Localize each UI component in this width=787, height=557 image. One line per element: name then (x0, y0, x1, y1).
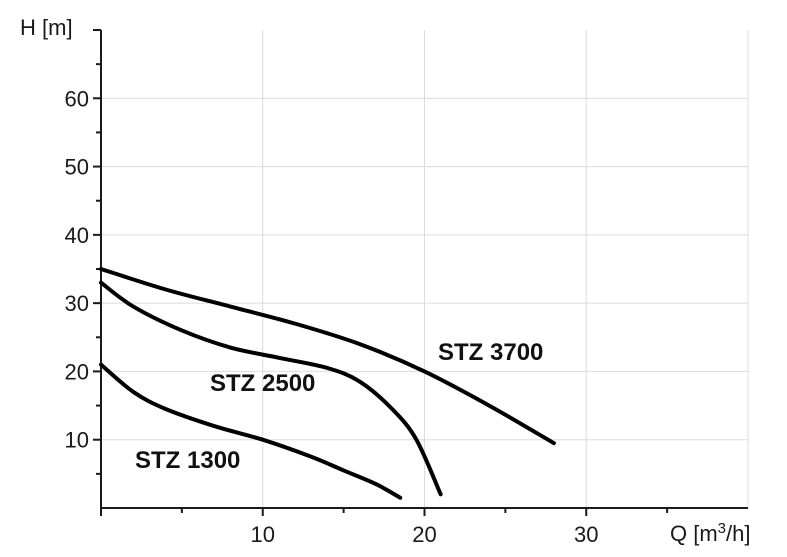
ticks: 10 20 30 40 50 60 10 20 30 (65, 29, 669, 547)
series-line-stz-2500 (99, 280, 443, 497)
x-tick-label: 20 (412, 522, 436, 547)
grid (101, 30, 749, 508)
series-label-stz-1300: STZ 1300 (135, 447, 240, 474)
x-axis-title: Q [m3/h] (670, 520, 750, 546)
series-line-stz-1300 (99, 362, 403, 500)
y-tick-label: 30 (65, 291, 89, 316)
x-tick-label: 30 (574, 522, 598, 547)
series-labels: STZ 3700 STZ 2500 STZ 1300 (135, 339, 543, 474)
y-axis-title: H [m] (20, 15, 73, 40)
y-tick-label: 40 (65, 223, 89, 248)
x-axis-title-superscript: 3 (718, 520, 726, 537)
x-tick-label: 10 (251, 522, 275, 547)
series-line-stz-3700 (99, 267, 556, 446)
y-tick-label: 60 (65, 86, 89, 111)
x-axis-title-tail: /h] (726, 521, 750, 546)
x-axis-title-main: Q [m (670, 521, 718, 546)
y-tick-label: 10 (65, 428, 89, 453)
series-label-stz-2500: STZ 2500 (210, 370, 315, 397)
series-label-stz-3700: STZ 3700 (438, 339, 543, 366)
y-tick-label: 20 (65, 359, 89, 384)
curves (99, 267, 556, 500)
y-tick-label: 50 (65, 155, 89, 180)
